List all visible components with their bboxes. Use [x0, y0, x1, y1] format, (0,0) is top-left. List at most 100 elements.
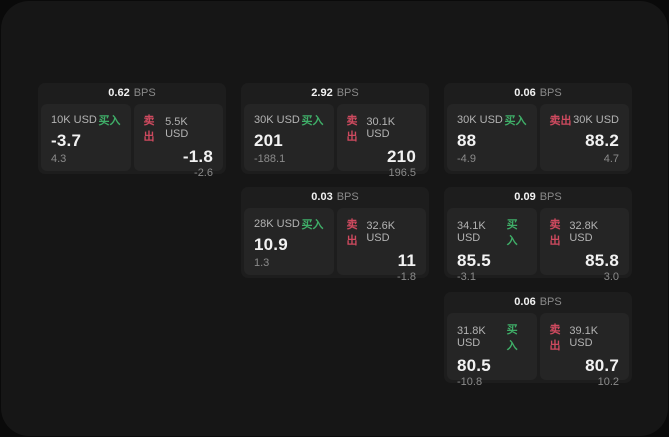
- buy-sub-value: -3.1: [457, 271, 476, 283]
- buy-price: -3.7: [51, 131, 82, 150]
- sell-side-label: 卖出: [346, 115, 358, 143]
- bps-unit: BPS: [336, 191, 359, 203]
- sell-panel[interactable]: 卖出 30.1K USD 210 196.5: [336, 104, 426, 179]
- sell-panel-top: 卖出 39.1K USD: [550, 321, 620, 353]
- sell-price: 88.2: [585, 131, 619, 150]
- quote-panels: 10K USD 买入 -3.7 4.3 卖出 5.5K USD -1.8 -2.…: [41, 104, 223, 179]
- bps-unit: BPS: [539, 191, 562, 203]
- buy-side-label: 买入: [301, 219, 324, 231]
- buy-sub-value: -4.9: [457, 153, 476, 165]
- buy-amount: 31.8K USD: [457, 325, 486, 349]
- sell-sub-value: -2.6: [194, 167, 213, 179]
- buy-sub-value: 1.3: [254, 257, 270, 269]
- bps-value: 0.03: [311, 191, 333, 203]
- buy-price: 88: [457, 131, 477, 150]
- quote-card: 2.92 BPS 30K USD 买入 201 -188.1 卖出 30.1K …: [241, 83, 429, 179]
- bps-value: 0.62: [108, 87, 130, 99]
- buy-amount: 30K USD: [254, 114, 300, 126]
- bps-value: 0.06: [514, 87, 536, 99]
- bps-unit: BPS: [133, 87, 156, 99]
- buy-price: 10.9: [254, 235, 288, 254]
- quote-panels: 34.1K USD 买入 85.5 -3.1 卖出 32.8K USD 85.8…: [447, 208, 629, 283]
- quote-panels: 30K USD 买入 88 -4.9 卖出 30K USD 88.2 4.7: [447, 104, 629, 171]
- sell-side-label: 卖出: [549, 219, 561, 247]
- sell-side-label: 卖出: [143, 115, 155, 143]
- bps-value: 0.06: [514, 296, 536, 308]
- bps-header: 0.03 BPS: [244, 187, 426, 208]
- sell-sub-value: -1.8: [397, 271, 416, 283]
- buy-price: 201: [254, 131, 283, 150]
- sell-amount: 39.1K USD: [569, 325, 599, 349]
- bps-header: 0.06 BPS: [447, 83, 629, 104]
- bps-unit: BPS: [539, 87, 562, 99]
- buy-amount: 28K USD: [254, 218, 300, 230]
- buy-panel[interactable]: 30K USD 买入 201 -188.1: [244, 104, 334, 171]
- sell-amount: 30.1K USD: [366, 116, 396, 140]
- bps-header: 2.92 BPS: [244, 83, 426, 104]
- buy-panel[interactable]: 34.1K USD 买入 85.5 -3.1: [447, 208, 537, 283]
- bps-header: 0.06 BPS: [447, 292, 629, 313]
- sell-panel[interactable]: 卖出 39.1K USD 80.7 10.2: [539, 313, 629, 388]
- bps-value: 0.09: [514, 191, 536, 203]
- buy-side-label: 买入: [506, 219, 518, 247]
- sell-sub-value: 3.0: [603, 271, 619, 283]
- sell-amount: 5.5K USD: [165, 116, 189, 140]
- bps-header: 0.62 BPS: [41, 83, 223, 104]
- sell-panel[interactable]: 卖出 32.8K USD 85.8 3.0: [539, 208, 629, 283]
- buy-side-label: 买入: [98, 115, 121, 127]
- quote-panels: 28K USD 买入 10.9 1.3 卖出 32.6K USD 11 -1.8: [244, 208, 426, 283]
- sell-sub-value: 10.2: [597, 376, 619, 388]
- sell-panel-top: 卖出 32.8K USD: [550, 216, 620, 248]
- sell-side-label: 卖出: [549, 324, 561, 352]
- quote-card: 0.06 BPS 31.8K USD 买入 80.5 -10.8 卖出 39.1…: [444, 292, 632, 388]
- quote-card: 0.06 BPS 30K USD 买入 88 -4.9 卖出 30K USD 8…: [444, 83, 632, 174]
- sell-amount: 32.8K USD: [569, 220, 599, 244]
- buy-panel-top: 30K USD 买入: [457, 112, 527, 128]
- sell-panel-top: 卖出 30K USD: [550, 112, 620, 128]
- sell-price: 210: [387, 147, 416, 166]
- sell-price: 85.8: [585, 251, 619, 270]
- quote-card: 0.62 BPS 10K USD 买入 -3.7 4.3 卖出 5.5K USD…: [38, 83, 226, 179]
- bps-header: 0.09 BPS: [447, 187, 629, 208]
- buy-amount: 34.1K USD: [457, 220, 486, 244]
- sell-sub-value: 4.7: [603, 153, 619, 165]
- sell-price: 80.7: [585, 356, 619, 375]
- buy-panel-top: 10K USD 买入: [51, 112, 121, 128]
- sell-price: 11: [397, 251, 416, 270]
- buy-panel[interactable]: 31.8K USD 买入 80.5 -10.8: [447, 313, 537, 388]
- sell-amount: 30K USD: [573, 114, 619, 126]
- buy-panel[interactable]: 30K USD 买入 88 -4.9: [447, 104, 537, 171]
- buy-side-label: 买入: [506, 324, 518, 352]
- bps-value: 2.92: [311, 87, 333, 99]
- buy-side-label: 买入: [301, 115, 324, 127]
- buy-panel-top: 30K USD 买入: [254, 112, 324, 128]
- sell-panel[interactable]: 卖出 30K USD 88.2 4.7: [539, 104, 629, 171]
- bps-unit: BPS: [336, 87, 359, 99]
- quote-card: 0.03 BPS 28K USD 买入 10.9 1.3 卖出 32.6K US…: [241, 187, 429, 283]
- sell-panel-top: 卖出 5.5K USD: [144, 112, 214, 144]
- buy-sub-value: -188.1: [254, 153, 286, 165]
- buy-panel-top: 34.1K USD 买入: [457, 216, 527, 248]
- sell-price: -1.8: [182, 147, 213, 166]
- sell-side-label: 卖出: [549, 115, 572, 127]
- sell-panel[interactable]: 卖出 5.5K USD -1.8 -2.6: [133, 104, 223, 179]
- buy-sub-value: 4.3: [51, 153, 67, 165]
- buy-price: 85.5: [457, 251, 491, 270]
- buy-sub-value: -10.8: [457, 376, 483, 388]
- sell-side-label: 卖出: [346, 219, 358, 247]
- quote-card: 0.09 BPS 34.1K USD 买入 85.5 -3.1 卖出 32.8K…: [444, 187, 632, 283]
- buy-panel-top: 31.8K USD 买入: [457, 321, 527, 353]
- buy-amount: 30K USD: [457, 114, 503, 126]
- sell-amount: 32.6K USD: [366, 220, 396, 244]
- sell-sub-value: 196.5: [388, 167, 416, 179]
- buy-side-label: 买入: [504, 115, 527, 127]
- bps-unit: BPS: [539, 296, 562, 308]
- quote-panels: 31.8K USD 买入 80.5 -10.8 卖出 39.1K USD 80.…: [447, 313, 629, 388]
- buy-panel-top: 28K USD 买入: [254, 216, 324, 232]
- buy-price: 80.5: [457, 356, 491, 375]
- buy-panel[interactable]: 10K USD 买入 -3.7 4.3: [41, 104, 131, 171]
- sell-panel[interactable]: 卖出 32.6K USD 11 -1.8: [336, 208, 426, 283]
- buy-panel[interactable]: 28K USD 买入 10.9 1.3: [244, 208, 334, 275]
- sell-panel-top: 卖出 30.1K USD: [347, 112, 417, 144]
